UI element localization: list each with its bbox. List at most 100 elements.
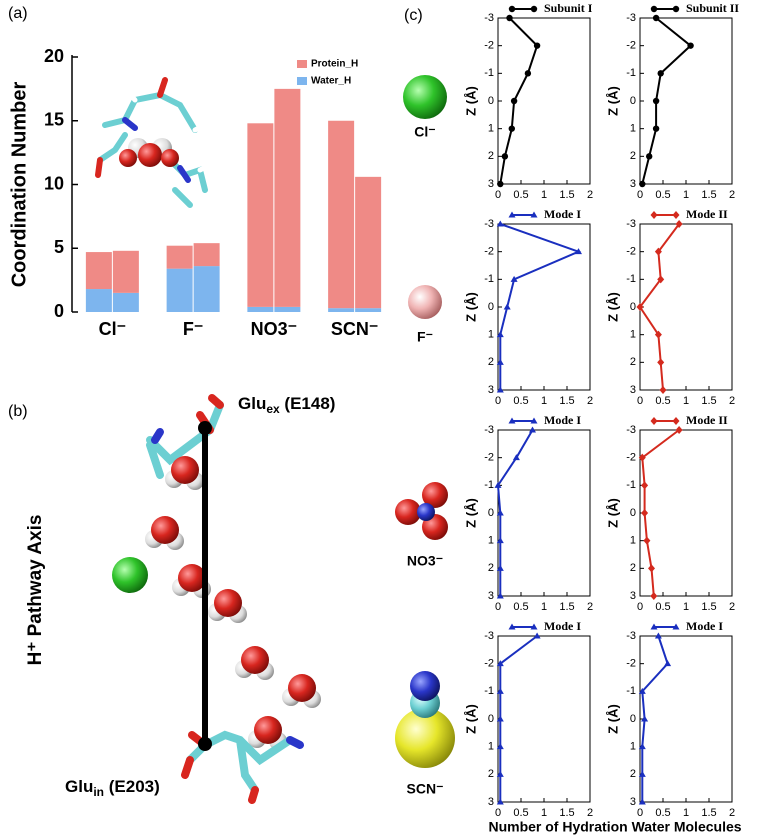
x-tick-label: 1.5 (559, 601, 574, 613)
legend-marker (530, 5, 538, 13)
ion-label: NO3⁻ (407, 553, 443, 569)
x-tick-label: 0 (495, 395, 501, 407)
y-tick-label: 0 (630, 713, 636, 725)
point (650, 592, 658, 600)
y-tick-label: -1 (626, 67, 636, 79)
point (496, 770, 504, 777)
point (652, 97, 660, 105)
x-tick-label: 1.5 (701, 189, 716, 201)
y-tick-label: -1 (626, 479, 636, 491)
point (503, 303, 511, 310)
ion-label: F⁻ (417, 329, 433, 345)
x-tick-label: 2 (729, 395, 735, 407)
legend-marker (508, 211, 516, 218)
y-axis-title: Z (Å) (605, 292, 620, 322)
y-tick-label: 3 (630, 178, 636, 190)
x-tick-label: 2 (729, 807, 735, 819)
point (641, 481, 649, 490)
x-tick-label: 0.5 (513, 807, 528, 819)
y-tick-label: 1 (630, 741, 636, 753)
y-tick-label: 2 (630, 768, 636, 780)
y-tick-label: -2 (484, 246, 494, 258)
y-tick-label: -3 (626, 12, 636, 24)
y-tick-label: -2 (626, 246, 636, 258)
residue-label: Gluex (E148) (238, 394, 335, 416)
point (639, 180, 646, 188)
point (675, 220, 683, 228)
y-tick-label: -3 (484, 218, 494, 230)
y-axis-title: Z (Å) (463, 292, 478, 322)
plot-frame (497, 429, 591, 597)
structure (112, 394, 321, 804)
y-axis-title: Coordination Number (8, 82, 30, 288)
point (496, 687, 504, 694)
y-tick-label: 20 (44, 46, 64, 66)
y-tick-label: -3 (626, 218, 636, 230)
point (638, 798, 646, 805)
plot-frame (639, 635, 733, 803)
y-tick-label: 3 (488, 796, 494, 808)
point (510, 97, 518, 105)
point (496, 715, 504, 722)
x-tick-label: 1 (683, 395, 689, 407)
x-tick-label: 2 (587, 395, 593, 407)
legend-label: Mode I (544, 207, 581, 221)
x-tick-label: 1.5 (559, 189, 574, 201)
x-tick-label: Cl⁻ (99, 319, 127, 339)
point (638, 743, 646, 750)
bar-segment (328, 120, 355, 309)
bar-segment (85, 289, 112, 312)
point (641, 509, 649, 517)
profile-line (638, 223, 680, 391)
y-tick-label: -2 (484, 452, 494, 464)
y-axis-title: Z (Å) (463, 498, 478, 528)
x-tick-label: 0 (637, 601, 643, 613)
point (496, 509, 504, 516)
profile-line (496, 429, 534, 596)
bar-segment (328, 308, 355, 312)
y-tick-label: 0 (54, 301, 64, 321)
y-tick-label: -1 (484, 479, 494, 491)
ion-label: Cl⁻ (414, 124, 435, 140)
legend-marker (508, 5, 516, 13)
point (496, 743, 504, 750)
legend-label: Protein_H (311, 59, 358, 70)
water-molecule (282, 674, 321, 708)
y-axis-title: Z (Å) (605, 498, 620, 528)
point (657, 275, 665, 284)
y-tick-label: 2 (488, 356, 494, 368)
x-tick-label: 0.5 (513, 601, 528, 613)
point (533, 42, 541, 49)
x-tick-label: 1 (683, 189, 689, 201)
y-tick-label: 2 (630, 150, 636, 162)
y-tick-label: 1 (630, 123, 636, 135)
x-tick-label: SCN⁻ (331, 319, 379, 339)
bar-segment (112, 250, 139, 293)
y-tick-label: 1 (488, 123, 494, 135)
point (648, 564, 655, 573)
panel-label: (b) (8, 403, 28, 420)
legend-label: Mode I (544, 619, 581, 633)
y-tick-label: 0 (488, 507, 494, 519)
y-tick-label: 2 (630, 356, 636, 368)
x-tick-label: 0.5 (655, 189, 670, 201)
y-tick-label: 2 (630, 562, 636, 574)
point (638, 770, 646, 777)
y-tick-label: -1 (484, 67, 494, 79)
point (496, 592, 504, 599)
point (510, 275, 518, 282)
legend-marker (650, 417, 658, 425)
point (496, 331, 504, 338)
y-tick-label: 15 (44, 110, 64, 130)
y-tick-label: -1 (626, 273, 636, 285)
y-tick-label: -2 (626, 40, 636, 52)
water-molecule (145, 516, 184, 550)
point (512, 454, 520, 461)
legend-label: Subunit II (686, 1, 739, 15)
x-tick-label: 0 (495, 601, 501, 613)
residue-label: Gluin (E203) (65, 777, 160, 799)
point (657, 358, 665, 367)
point (496, 798, 504, 805)
point (641, 715, 649, 722)
